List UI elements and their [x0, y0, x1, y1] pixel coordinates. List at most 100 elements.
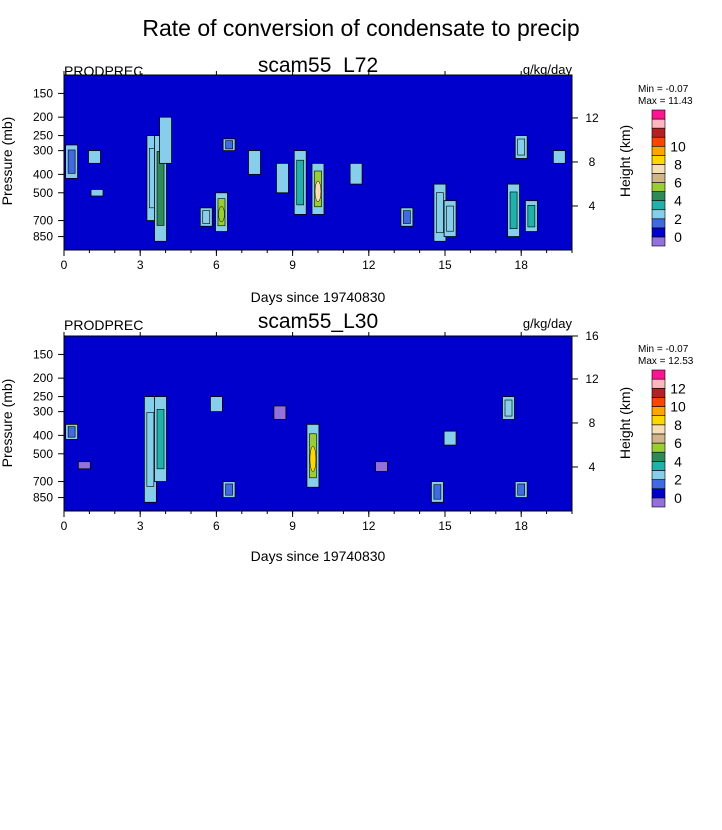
colorbar-box	[651, 145, 666, 156]
contour-cell	[296, 159, 305, 206]
colorbar-label: 4	[674, 453, 682, 469]
x-tick-label: 0	[61, 519, 68, 533]
y-tick-label: 150	[33, 347, 53, 361]
contour-cell	[225, 140, 233, 150]
y-right-tick-label: 4	[589, 460, 596, 474]
contour-cell	[156, 409, 165, 470]
colorbar-box	[651, 433, 666, 444]
contour-cell	[527, 204, 536, 228]
panel-l30: scam55_L30 PRODPREC g/kg/day Days since …	[0, 310, 694, 564]
colorbar-box	[651, 378, 666, 389]
contour-cell	[209, 396, 223, 413]
y-tick-label: 400	[33, 428, 53, 442]
plot-area	[64, 75, 572, 250]
x-tick-label: 9	[289, 258, 296, 272]
contour-cell	[504, 399, 513, 417]
panel-title: scam55_L30	[258, 310, 378, 333]
y-tick-label: 250	[33, 390, 53, 404]
contour-cell	[146, 412, 155, 487]
colorbar-box	[651, 406, 666, 416]
y-tick-label: 700	[33, 475, 53, 489]
contour-cell	[517, 138, 526, 156]
x-tick-label: 12	[362, 519, 376, 533]
y-tick-label: 200	[33, 371, 53, 385]
panel-title: scam55_L72	[258, 54, 378, 77]
panel-l72: scam55_L72 PRODPREC g/kg/day Days since …	[0, 54, 693, 305]
y-right-tick-label: 12	[585, 372, 599, 386]
contour-cell	[443, 430, 457, 446]
colorbar-label: 10	[670, 399, 686, 415]
contour-cell	[446, 205, 454, 232]
colorbar-box	[651, 387, 666, 398]
x-tick-label: 6	[213, 258, 220, 272]
colorbar-label: 4	[674, 193, 682, 209]
x-tick-label: 0	[61, 258, 68, 272]
y-axis-right-label: Height (km)	[617, 387, 633, 459]
y-right-tick-label: 8	[589, 155, 596, 169]
colorbar-label: 8	[674, 156, 682, 172]
colorbar-box	[651, 451, 666, 462]
x-tick-label: 15	[438, 258, 452, 272]
colorbar-box	[651, 127, 666, 138]
variable-label: PRODPREC	[64, 317, 143, 333]
contour-cell	[436, 192, 444, 234]
y-tick-label: 300	[33, 405, 53, 419]
colorbar-label: 6	[674, 435, 682, 451]
x-axis-label: Days since 19740830	[251, 289, 386, 305]
colorbar-box	[651, 488, 666, 499]
y-tick-label: 400	[33, 167, 53, 181]
colorbar-box	[651, 227, 666, 238]
contour-cell	[90, 189, 104, 197]
contour-cell	[202, 210, 211, 224]
contour-cell	[67, 149, 76, 174]
y-tick-label: 200	[33, 110, 53, 124]
y-axis-label: Pressure (mb)	[0, 117, 15, 206]
colorbar-box	[651, 497, 666, 508]
x-tick-label: 18	[515, 519, 529, 533]
min-label: Min = -0.07	[638, 344, 689, 355]
contour-cell	[375, 461, 388, 472]
max-label: Max = 12.53	[638, 356, 694, 367]
colorbar-box	[651, 369, 666, 380]
colorbar-box	[651, 118, 666, 129]
contour-peak	[309, 446, 317, 472]
colorbar-box	[651, 424, 666, 435]
colorbar-box	[651, 164, 666, 174]
colorbar-box	[651, 209, 666, 220]
colorbar-label: 6	[674, 175, 682, 191]
colorbar-label: 12	[670, 380, 686, 396]
contour-cell	[552, 150, 566, 164]
colorbar-box	[651, 155, 666, 165]
y-right-tick-label: 4	[589, 199, 596, 213]
contour-cell	[88, 150, 101, 164]
x-tick-label: 15	[438, 519, 452, 533]
contour-cell	[433, 484, 442, 500]
colorbar-box	[651, 236, 666, 247]
y-tick-label: 150	[33, 86, 53, 100]
colorbar-label: 0	[674, 490, 682, 506]
colorbar-box	[651, 218, 666, 229]
colorbar-label: 2	[674, 211, 682, 227]
colorbar-box	[651, 136, 666, 147]
contour-cell	[276, 162, 289, 194]
y-right-tick-label: 12	[585, 111, 599, 125]
colorbar-box	[651, 200, 666, 211]
y-axis-right-label: Height (km)	[617, 125, 633, 197]
colorbar-box	[651, 109, 666, 120]
colorbar-box	[651, 461, 666, 471]
y-axis-label: Pressure (mb)	[0, 379, 15, 468]
colorbar-box	[651, 479, 666, 490]
colorbar-box	[651, 191, 666, 201]
colorbar-box	[651, 415, 666, 426]
x-axis-label: Days since 19740830	[251, 548, 386, 564]
contour-cell	[403, 210, 411, 224]
contour-peak	[314, 180, 322, 202]
y-right-tick-label: 8	[589, 416, 596, 430]
contour-cell	[349, 162, 363, 185]
contour-cell	[273, 405, 287, 420]
units-label: g/kg/day	[523, 62, 573, 77]
x-tick-label: 3	[137, 519, 144, 533]
y-tick-label: 300	[33, 144, 53, 158]
colorbar-box	[651, 173, 666, 183]
